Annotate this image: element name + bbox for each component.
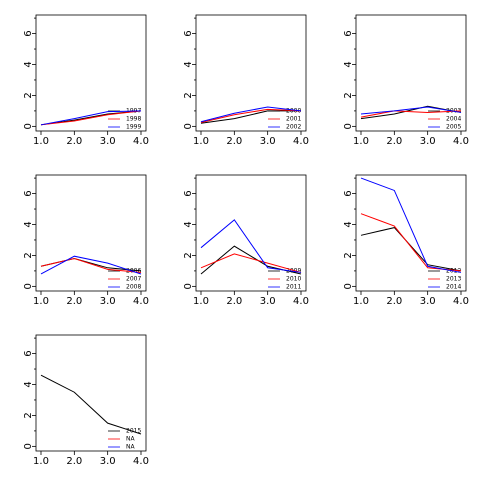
series-line	[360, 106, 462, 115]
y-tick-label: 0	[183, 123, 194, 129]
x-tick-label: 2.0	[226, 136, 242, 147]
legend-label: 2007	[126, 276, 141, 283]
legend-label: 2015	[126, 428, 141, 435]
x-tick-label: 4.0	[133, 136, 149, 147]
legend-label: 2002	[286, 124, 301, 131]
y-tick-label: 0	[23, 443, 34, 449]
x-tick-label: 3.0	[100, 136, 116, 147]
x-tick-label: 2.0	[226, 296, 242, 307]
y-tick-label: 4	[23, 221, 34, 227]
x-tick-label: 2.0	[66, 136, 82, 147]
y-tick-label: 4	[183, 61, 194, 67]
x-tick-label: 1.0	[193, 136, 209, 147]
legend-label: 1999	[126, 124, 141, 131]
y-tick-label: 4	[343, 221, 354, 227]
y-tick-label: 0	[183, 283, 194, 289]
y-tick-label: 2	[183, 92, 194, 98]
x-tick-label: 2.0	[386, 136, 402, 147]
series-line	[360, 110, 462, 118]
x-tick-label: 4.0	[453, 296, 469, 307]
plot-frame	[355, 14, 467, 132]
legend-label: 2008	[126, 284, 141, 291]
legend-label: 2004	[446, 116, 461, 123]
plot-frame	[35, 174, 147, 292]
legend-label: NA	[126, 444, 135, 451]
y-tick-label: 6	[23, 30, 34, 36]
x-tick-label: 3.0	[260, 296, 276, 307]
legend-label: 2011	[286, 284, 301, 291]
series-line	[200, 108, 302, 123]
y-tick-label: 6	[343, 190, 354, 196]
x-tick-label: 4.0	[133, 456, 149, 467]
y-tick-label: 6	[183, 190, 194, 196]
x-tick-label: 3.0	[100, 456, 116, 467]
plot-frame	[195, 174, 307, 292]
x-tick-label: 1.0	[353, 136, 369, 147]
legend-label: 2010	[286, 276, 301, 283]
x-tick-label: 4.0	[293, 136, 309, 147]
x-tick-label: 3.0	[260, 136, 276, 147]
series-line	[360, 227, 462, 272]
y-tick-label: 2	[343, 252, 354, 258]
series-line	[40, 110, 142, 126]
x-tick-label: 3.0	[420, 296, 436, 307]
y-tick-label: 2	[23, 92, 34, 98]
x-tick-label: 4.0	[133, 296, 149, 307]
plot-frame	[195, 14, 307, 132]
x-tick-label: 1.0	[33, 456, 49, 467]
legend-label: 1998	[126, 116, 141, 123]
y-tick-label: 4	[23, 61, 34, 67]
series-line	[200, 219, 302, 273]
plot-frame	[355, 174, 467, 292]
series-line	[40, 255, 142, 275]
series-line	[360, 213, 462, 272]
series-line	[200, 106, 302, 123]
x-tick-label: 3.0	[100, 296, 116, 307]
y-tick-label: 6	[183, 30, 194, 36]
plot-frame	[35, 14, 147, 132]
y-tick-label: 2	[23, 252, 34, 258]
x-tick-label: 1.0	[193, 296, 209, 307]
x-tick-label: 4.0	[293, 296, 309, 307]
y-tick-label: 2	[183, 252, 194, 258]
y-tick-label: 2	[343, 92, 354, 98]
x-tick-label: 1.0	[33, 296, 49, 307]
series-line	[360, 177, 462, 273]
y-tick-label: 0	[23, 123, 34, 129]
y-tick-label: 4	[23, 381, 34, 387]
y-tick-label: 6	[23, 190, 34, 196]
y-tick-label: 6	[343, 30, 354, 36]
y-tick-label: 2	[23, 412, 34, 418]
legend-label: 2013	[446, 276, 461, 283]
x-tick-label: 2.0	[386, 296, 402, 307]
y-tick-label: 6	[23, 350, 34, 356]
x-tick-label: 1.0	[353, 296, 369, 307]
series-line	[40, 110, 142, 126]
x-tick-label: 4.0	[453, 136, 469, 147]
x-tick-label: 3.0	[420, 136, 436, 147]
x-tick-label: 2.0	[66, 296, 82, 307]
legend-label: 2006	[126, 268, 141, 275]
plot-frame	[35, 334, 147, 452]
y-tick-label: 0	[343, 283, 354, 289]
y-tick-label: 4	[183, 221, 194, 227]
y-tick-label: 0	[343, 123, 354, 129]
series-line	[200, 110, 301, 124]
y-tick-label: 4	[343, 61, 354, 67]
x-tick-label: 1.0	[33, 136, 49, 147]
legend-label: 2014	[446, 284, 461, 291]
legend-label: 2001	[286, 116, 301, 123]
series-line	[40, 374, 142, 435]
legend-label: 2005	[446, 124, 461, 131]
series-line	[200, 253, 302, 273]
y-tick-label: 0	[23, 283, 34, 289]
legend-label: NA	[126, 436, 135, 443]
x-tick-label: 2.0	[66, 456, 82, 467]
series-line	[40, 258, 142, 273]
